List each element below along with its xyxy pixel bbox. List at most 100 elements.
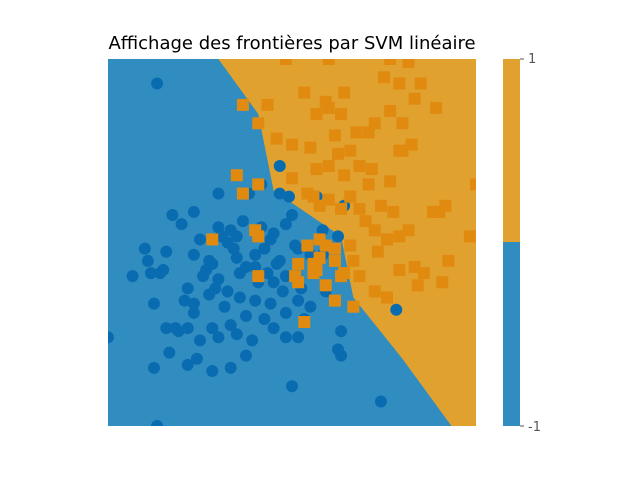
data-point-class-1 (439, 199, 452, 212)
data-point-class-1 (368, 224, 381, 237)
data-point-class-1 (338, 86, 351, 99)
data-point-class-minus-1 (151, 420, 164, 426)
data-point-class-1 (319, 279, 332, 292)
data-point-class-1 (322, 160, 335, 173)
data-point-class-minus-1 (215, 230, 228, 243)
data-point-class-1 (328, 129, 341, 142)
data-point-class-1 (393, 77, 406, 90)
data-point-class-minus-1 (261, 267, 274, 280)
data-point-class-1 (310, 264, 323, 277)
data-point-class-1 (252, 178, 265, 191)
data-point-class-minus-1 (279, 270, 292, 283)
data-point-class-minus-1 (276, 285, 289, 298)
data-point-class-minus-1 (218, 300, 231, 313)
data-point-class-1 (335, 202, 348, 215)
data-point-class-minus-1 (246, 334, 259, 347)
data-point-class-1 (304, 141, 317, 154)
data-point-class-1 (328, 294, 341, 307)
data-point-class-minus-1 (279, 218, 292, 231)
data-point-class-minus-1 (212, 187, 225, 200)
data-point-class-minus-1 (166, 208, 179, 221)
data-point-class-1 (393, 264, 406, 277)
data-point-class-minus-1 (190, 352, 203, 365)
data-point-class-minus-1 (194, 334, 206, 347)
data-point-class-1 (368, 117, 381, 130)
data-point-class-1 (313, 233, 326, 246)
data-point-class-minus-1 (212, 221, 225, 234)
data-point-class-1 (344, 190, 357, 203)
data-point-class-minus-1 (194, 233, 206, 246)
data-point-class-minus-1 (160, 322, 173, 335)
data-point-class-minus-1 (175, 218, 188, 231)
data-point-class-1 (328, 254, 341, 267)
data-point-class-minus-1 (206, 364, 219, 377)
data-point-class-minus-1 (286, 380, 298, 393)
data-point-class-1 (270, 132, 283, 145)
data-point-class-1 (322, 193, 335, 206)
data-point-class-1 (344, 144, 357, 157)
data-point-class-1 (353, 270, 366, 283)
data-point-class-minus-1 (141, 254, 154, 267)
data-point-class-minus-1 (224, 319, 237, 332)
data-point-class-1 (393, 144, 406, 157)
data-point-class-1 (298, 316, 311, 329)
data-point-class-minus-1 (181, 282, 194, 295)
data-point-class-minus-1 (279, 306, 292, 319)
data-point-class-1 (384, 59, 397, 65)
data-point-class-1 (353, 160, 366, 173)
data-point-class-minus-1 (206, 322, 219, 335)
data-point-class-1 (408, 260, 421, 273)
data-point-class-minus-1 (390, 303, 403, 316)
data-point-class-minus-1 (212, 331, 225, 344)
colorbar: 1 -1 (503, 52, 541, 435)
data-point-class-minus-1 (178, 294, 191, 307)
data-point-class-1 (384, 104, 397, 117)
data-point-class-minus-1 (230, 251, 243, 264)
data-point-class-1 (402, 224, 415, 237)
data-point-class-minus-1 (163, 346, 176, 359)
data-point-class-1 (381, 233, 394, 246)
colorbar-segment-1 (503, 59, 520, 242)
data-point-class-1 (310, 108, 323, 121)
data-point-class-1 (286, 138, 298, 151)
data-point-class-1 (332, 147, 344, 160)
data-point-class-minus-1 (286, 208, 298, 221)
data-point-class-minus-1 (233, 291, 246, 304)
data-point-class-minus-1 (258, 312, 271, 325)
data-point-class-1 (347, 254, 360, 267)
data-point-class-minus-1 (148, 297, 160, 310)
data-point-class-minus-1 (282, 190, 295, 203)
data-point-class-minus-1 (224, 361, 237, 374)
data-point-class-1 (252, 270, 265, 283)
data-point-class-minus-1 (316, 224, 329, 237)
data-point-class-minus-1 (187, 248, 200, 261)
data-point-class-minus-1 (264, 233, 277, 246)
data-point-class-1 (301, 239, 314, 252)
data-point-class-1 (430, 101, 443, 114)
data-point-class-1 (252, 117, 265, 130)
data-point-class-1 (393, 230, 406, 243)
data-point-class-minus-1 (126, 270, 139, 283)
data-point-class-minus-1 (230, 328, 243, 341)
data-point-class-minus-1 (335, 325, 348, 338)
data-point-class-1 (335, 270, 348, 283)
data-point-class-1 (396, 117, 409, 130)
data-point-class-1 (408, 92, 421, 105)
data-point-class-minus-1 (230, 230, 243, 243)
data-point-class-1 (310, 163, 323, 176)
data-point-class-minus-1 (154, 267, 167, 280)
data-point-class-minus-1 (249, 248, 262, 261)
data-point-class-minus-1 (203, 288, 216, 301)
colorbar-tick-label-1: 1 (528, 52, 536, 67)
data-point-class-1 (279, 59, 292, 65)
plot-area (108, 59, 476, 426)
data-point-class-1 (384, 175, 397, 188)
data-point-class-minus-1 (264, 297, 277, 310)
colorbar-tick-label-minus-1: -1 (528, 420, 541, 435)
data-point-class-minus-1 (240, 349, 252, 362)
data-point-class-1 (347, 300, 360, 313)
data-point-class-minus-1 (151, 77, 164, 90)
data-point-class-minus-1 (273, 187, 286, 200)
data-point-class-minus-1 (374, 395, 387, 408)
